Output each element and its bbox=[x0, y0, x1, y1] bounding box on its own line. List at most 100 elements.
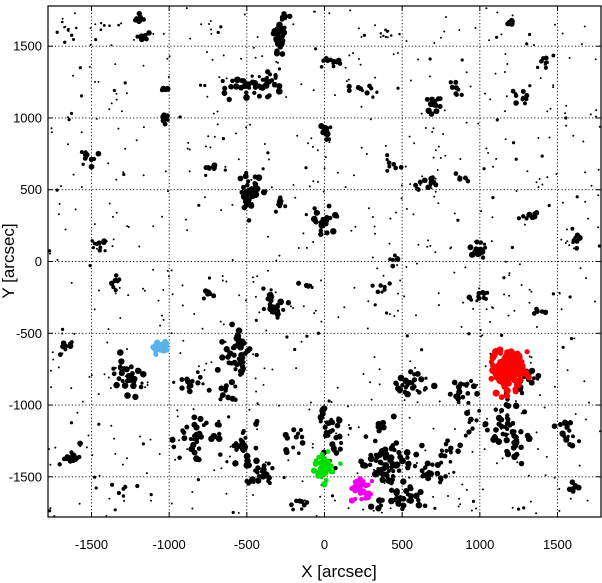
data-point bbox=[561, 32, 564, 35]
colored-data-point bbox=[359, 497, 364, 502]
data-point bbox=[138, 384, 144, 390]
data-point bbox=[313, 220, 319, 225]
data-point bbox=[67, 118, 71, 122]
data-point bbox=[435, 96, 441, 102]
data-point bbox=[529, 500, 532, 503]
data-point bbox=[335, 214, 340, 219]
data-point bbox=[162, 318, 165, 321]
data-point bbox=[574, 413, 577, 415]
data-point bbox=[426, 471, 433, 478]
colored-data-point bbox=[358, 491, 363, 496]
data-point bbox=[477, 122, 480, 125]
data-point bbox=[125, 92, 128, 95]
data-point bbox=[273, 209, 278, 214]
data-point bbox=[244, 90, 249, 95]
data-point bbox=[211, 58, 214, 61]
data-point bbox=[537, 137, 540, 139]
data-point bbox=[238, 294, 241, 297]
data-point bbox=[595, 109, 598, 112]
data-point bbox=[71, 37, 76, 42]
data-point bbox=[407, 497, 414, 504]
data-point bbox=[57, 213, 60, 216]
data-point bbox=[319, 495, 322, 498]
data-point bbox=[55, 30, 59, 34]
data-point bbox=[469, 378, 474, 384]
data-point bbox=[72, 74, 74, 77]
data-point bbox=[186, 388, 193, 395]
data-point bbox=[458, 29, 461, 31]
data-point bbox=[392, 253, 397, 258]
data-point bbox=[505, 95, 508, 98]
data-point bbox=[209, 146, 212, 149]
data-point bbox=[106, 341, 109, 344]
y-tick-label: 500 bbox=[20, 182, 42, 197]
data-point bbox=[74, 208, 77, 211]
data-point bbox=[528, 32, 532, 37]
data-point bbox=[371, 95, 375, 99]
data-point bbox=[480, 335, 482, 338]
data-point bbox=[460, 58, 464, 62]
data-point bbox=[508, 294, 511, 297]
data-point bbox=[49, 507, 52, 510]
data-point bbox=[496, 462, 498, 465]
data-point bbox=[211, 293, 217, 299]
y-tick-label: -1500 bbox=[9, 469, 42, 484]
data-point bbox=[485, 147, 488, 150]
data-point bbox=[483, 245, 488, 250]
data-point bbox=[425, 107, 432, 114]
data-point bbox=[508, 272, 511, 275]
data-point bbox=[112, 88, 116, 93]
data-point bbox=[385, 465, 390, 470]
data-point bbox=[67, 341, 73, 347]
data-point bbox=[419, 442, 425, 449]
data-point bbox=[513, 93, 519, 98]
data-point bbox=[535, 65, 540, 70]
data-point bbox=[444, 154, 447, 157]
data-point bbox=[138, 245, 141, 248]
data-point bbox=[203, 196, 206, 199]
data-point bbox=[453, 171, 459, 176]
data-point bbox=[126, 225, 129, 228]
data-point bbox=[358, 58, 360, 60]
data-point bbox=[263, 143, 266, 145]
data-point bbox=[239, 367, 246, 374]
data-point bbox=[422, 465, 428, 470]
data-point bbox=[209, 20, 212, 22]
data-point bbox=[393, 461, 401, 469]
data-point bbox=[320, 320, 323, 323]
axis-ticks bbox=[48, 6, 601, 517]
data-point bbox=[97, 248, 102, 253]
data-point bbox=[362, 373, 365, 375]
data-point bbox=[594, 300, 596, 303]
data-point bbox=[179, 377, 185, 382]
data-point bbox=[515, 190, 518, 192]
data-point bbox=[270, 466, 275, 471]
data-point bbox=[131, 379, 137, 385]
data-point bbox=[388, 242, 391, 245]
data-point bbox=[486, 417, 488, 420]
data-point bbox=[266, 151, 270, 155]
data-point bbox=[174, 458, 177, 461]
data-point bbox=[438, 452, 444, 459]
data-point bbox=[403, 449, 411, 456]
data-point bbox=[568, 244, 571, 247]
data-point bbox=[149, 438, 152, 441]
data-point bbox=[371, 216, 374, 218]
data-point bbox=[207, 135, 210, 138]
data-point bbox=[143, 289, 146, 292]
data-point bbox=[373, 303, 377, 307]
data-point bbox=[266, 475, 272, 481]
data-point bbox=[419, 468, 425, 474]
data-point bbox=[81, 162, 85, 167]
data-point bbox=[285, 96, 288, 98]
data-point bbox=[218, 76, 221, 79]
colored-data-point bbox=[495, 362, 503, 369]
data-point bbox=[377, 459, 384, 466]
data-point bbox=[492, 165, 494, 168]
data-point bbox=[425, 184, 431, 191]
data-point bbox=[228, 379, 235, 386]
data-point bbox=[390, 263, 396, 269]
data-point bbox=[252, 353, 255, 356]
colored-data-point bbox=[500, 381, 508, 388]
data-point bbox=[432, 495, 435, 498]
